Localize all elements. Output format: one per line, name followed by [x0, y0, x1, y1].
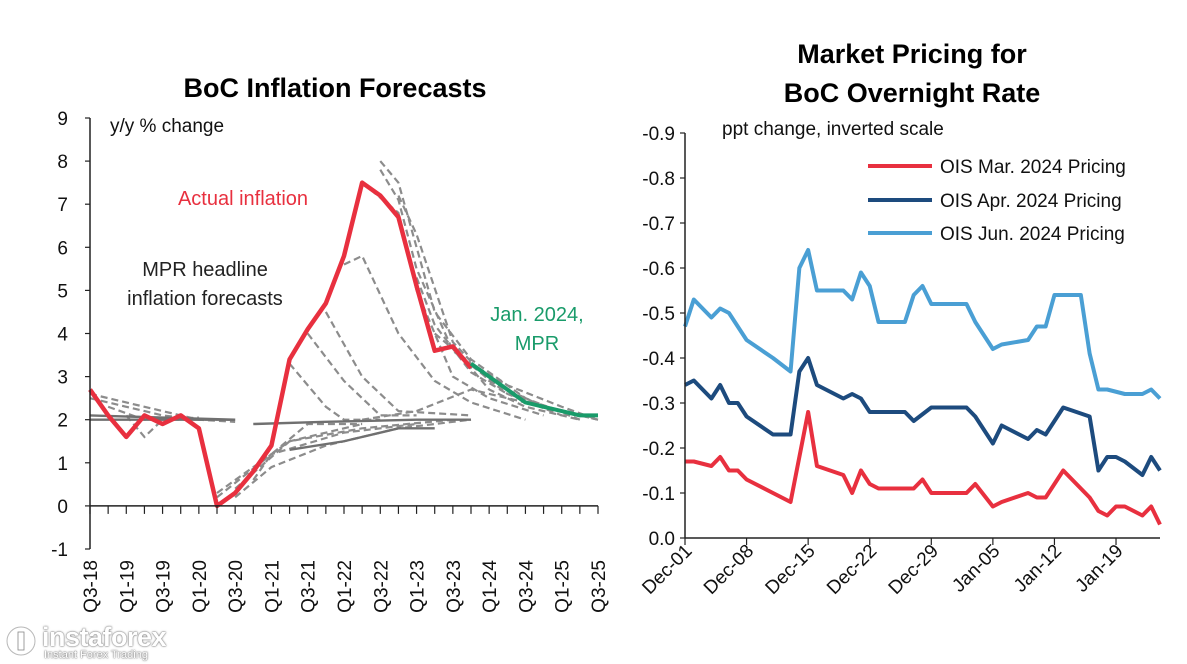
left-x-tick-label: Q1-21 — [262, 560, 283, 613]
flat-forecast-line — [253, 418, 471, 426]
left-y-tick-label: 7 — [57, 195, 68, 216]
right-x-tick-label: Dec-15 — [762, 541, 820, 599]
right-x-tick-label: Dec-22 — [823, 541, 881, 599]
mpr-forecast-line — [452, 345, 581, 421]
mpr-forecast-line — [234, 418, 472, 499]
watermark-brand: instaforex — [42, 622, 167, 652]
left-x-tick-label: Q3-24 — [516, 560, 537, 613]
left-x-tick-label: Q1-20 — [190, 560, 211, 613]
mpr-forecasts-label-line2: inflation forecasts — [127, 288, 283, 310]
legend-label-apr: OIS Apr. 2024 Pricing — [940, 191, 1122, 212]
right-x-tick-label: Dec-08 — [700, 541, 758, 599]
left-x-tick-label: Q1-24 — [480, 560, 501, 613]
right-y-tick-label: -0.1 — [642, 484, 675, 505]
left-x-tick-label: Q1-23 — [408, 560, 429, 613]
right-y-tick-label: -0.5 — [642, 304, 675, 325]
watermark-tagline: Instant Forex Trading — [44, 649, 148, 661]
ois-series-lines — [683, 248, 1162, 526]
left-y-tick-label: 8 — [57, 152, 68, 173]
right-y-tick-label: -0.8 — [642, 169, 675, 190]
mpr-forecast-line — [216, 422, 363, 494]
right-y-tick-label: 0.0 — [649, 529, 675, 550]
jan-2024-mpr-line — [469, 362, 598, 418]
right-y-tick-label: -0.2 — [642, 439, 675, 460]
legend-label-jun: OIS Jun. 2024 Pricing — [940, 224, 1125, 245]
left-x-tick-label: Q1-19 — [117, 560, 138, 613]
mpr-forecasts-label-line1: MPR headline — [142, 259, 268, 281]
mpr-forecast-line — [379, 169, 563, 417]
mpr-forecast-lines — [89, 160, 599, 499]
right-y-tick-label: -0.4 — [642, 349, 675, 370]
left-y-axis-label: y/y % change — [110, 116, 224, 137]
left-x-tick-label: Q3-21 — [299, 560, 320, 613]
right-x-tick-label: Dec-29 — [885, 541, 943, 599]
right-x-tick-label: Jan-12 — [1010, 541, 1066, 597]
right-x-tick-label: Jan-05 — [948, 541, 1004, 597]
right-y-tick-label: -0.6 — [642, 259, 675, 280]
ois-series-line-2 — [683, 248, 1162, 400]
left-x-tick-label: Q3-23 — [444, 560, 465, 613]
ois-series-line-1 — [684, 356, 1162, 477]
jan-mpr-label-line1: Jan. 2024, — [490, 304, 583, 326]
instaforex-logo-icon — [5, 625, 37, 657]
instaforex-watermark: instaforex Instant Forex Trading — [4, 622, 194, 664]
left-y-tick-label: 3 — [57, 368, 68, 389]
right-y-axis-label: ppt change, inverted scale — [722, 119, 944, 140]
left-x-tick-label: Q1-22 — [335, 560, 356, 613]
mpr-forecast-line — [306, 332, 417, 417]
right-y-tick-label: -0.9 — [642, 124, 675, 145]
left-y-tick-label: -1 — [51, 540, 68, 561]
left-y-tick-label: 5 — [57, 281, 68, 302]
flat-forecast-line — [89, 414, 236, 421]
left-x-tick-label: Q3-19 — [154, 560, 175, 613]
left-y-tick-label: 9 — [57, 109, 68, 130]
mpr-forecast-line — [288, 362, 381, 421]
mpr-forecast-line — [434, 332, 599, 421]
ois-series-line-0 — [685, 410, 1162, 526]
left-x-tick-label: Q1-25 — [553, 560, 574, 613]
inflation-forecast-chart: BoC Inflation Forecasts y/y % change Act… — [51, 73, 610, 613]
mpr-forecast-line — [324, 311, 472, 417]
left-y-tick-label: 4 — [57, 325, 68, 346]
left-x-tick-label: Q3-18 — [81, 560, 102, 613]
jan-mpr-label-line2: MPR — [515, 333, 559, 355]
mpr-forecast-line — [252, 422, 363, 481]
right-chart-title-line1: Market Pricing for — [797, 39, 1027, 69]
mpr-forecast-line — [379, 160, 581, 421]
right-y-tick-label: -0.3 — [642, 394, 675, 415]
left-chart-title: BoC Inflation Forecasts — [183, 73, 486, 103]
right-x-tick-label: Jan-19 — [1072, 541, 1128, 597]
left-y-tick-label: 2 — [57, 411, 68, 432]
mpr-forecast-line — [361, 181, 544, 417]
left-x-tick-label: Q3-25 — [589, 560, 610, 613]
left-x-tick-label: Q3-20 — [226, 560, 247, 613]
legend-label-mar: OIS Mar. 2024 Pricing — [940, 157, 1126, 178]
left-x-tick-label: Q3-22 — [371, 560, 392, 613]
actual-inflation-line — [88, 180, 473, 509]
right-y-tick-label: -0.7 — [642, 214, 675, 235]
left-y-tick-label: 1 — [57, 454, 68, 475]
right-chart-title-line2: BoC Overnight Rate — [784, 78, 1041, 108]
left-y-tick-label: 6 — [57, 238, 68, 259]
flat-forecast-line — [289, 427, 435, 452]
left-y-tick-label: 0 — [57, 497, 68, 518]
mpr-forecast-line — [234, 418, 453, 490]
flat-forecast-lines — [89, 414, 471, 452]
overnight-rate-pricing-chart: Market Pricing for BoC Overnight Rate pp… — [638, 39, 1162, 599]
actual-inflation-label: Actual inflation — [178, 188, 308, 210]
legend: OIS Mar. 2024 Pricing OIS Apr. 2024 Pric… — [868, 157, 1126, 245]
mpr-forecast-line — [216, 422, 417, 499]
mpr-forecast-line — [343, 254, 526, 421]
